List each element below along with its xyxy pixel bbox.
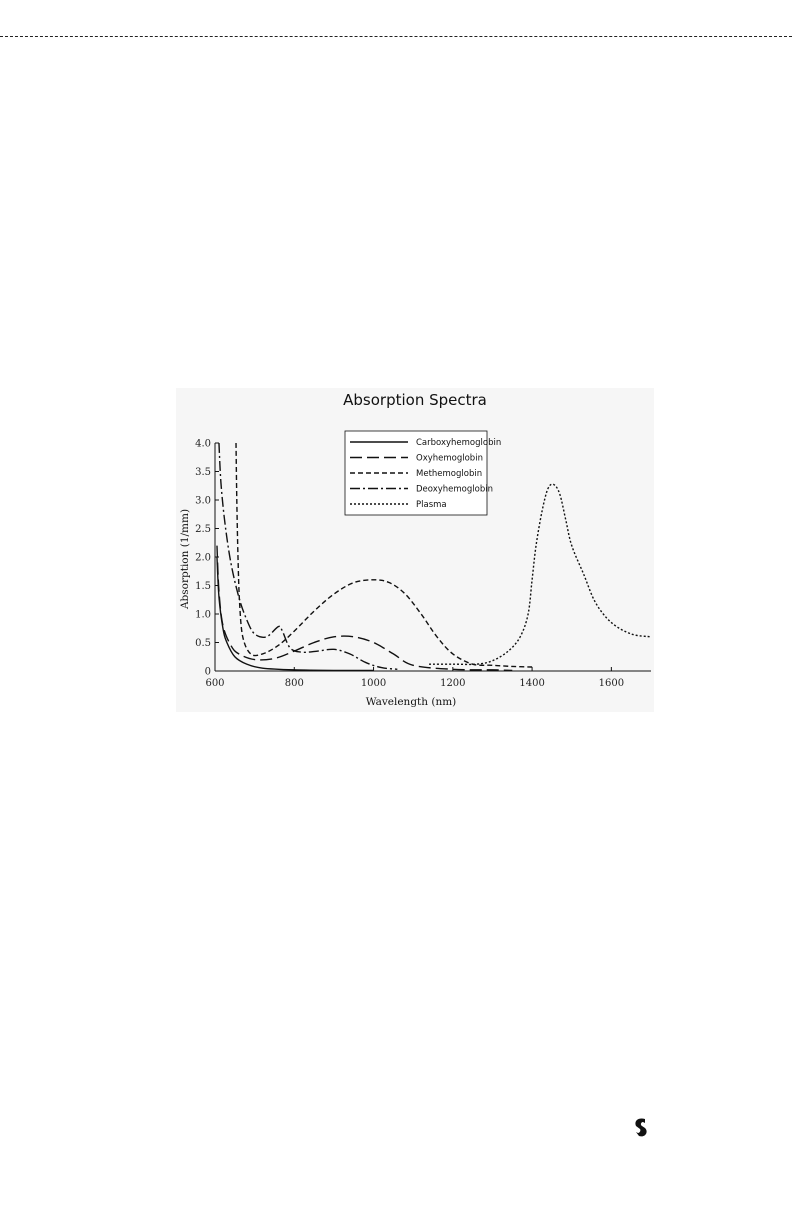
y-tick-label: 3.0 bbox=[195, 496, 211, 507]
legend-label-oxyhemoglobin: Oxyhemoglobin bbox=[416, 454, 483, 464]
x-tick-label: 600 bbox=[205, 678, 224, 689]
y-tick-label: 1.0 bbox=[195, 610, 211, 621]
y-tick-label: 0.5 bbox=[195, 638, 211, 649]
chart-svg: 600 800 1000 1200 1400 1600 0 0.5 1.0 1.5 2.0 2.5 3.… bbox=[179, 430, 652, 708]
legend-label-deoxyhemoglobin: Deoxyhemoglobin bbox=[416, 485, 493, 495]
x-tick-label: 1200 bbox=[440, 678, 465, 689]
chart-title: Absorption Spectra bbox=[343, 391, 487, 409]
brand-logo-icon bbox=[631, 1116, 651, 1138]
series-line-deoxyhemoglobin bbox=[218, 442, 398, 670]
y-tick-label: 3.5 bbox=[195, 467, 211, 478]
legend-label-plasma: Plasma bbox=[416, 500, 447, 510]
x-axis-title: Wavelength (nm) bbox=[366, 696, 457, 708]
x-tick-label: 1400 bbox=[519, 678, 544, 689]
y-axis-title: Absorption (1/mm) bbox=[179, 509, 191, 610]
y-tick-label: 0 bbox=[205, 667, 211, 678]
y-tick-label: 2.0 bbox=[195, 553, 211, 564]
chart-figure: 600 800 1000 1200 1400 1600 0 0.5 1.0 1.5 2.0 2.5 3.… bbox=[176, 388, 654, 712]
series-line-oxyhemoglobin bbox=[216, 545, 513, 671]
x-tick-label: 1000 bbox=[361, 678, 386, 689]
y-tick-label: 1.5 bbox=[195, 581, 211, 592]
legend-label-carboxyhemoglobin: Carboxyhemoglobin bbox=[416, 438, 501, 448]
y-tick-label: 2.5 bbox=[195, 524, 211, 535]
x-tick-label: 1600 bbox=[599, 678, 624, 689]
series-line-plasma bbox=[429, 483, 652, 666]
x-tick-label: 800 bbox=[285, 678, 304, 689]
y-tick-label: 4.0 bbox=[195, 439, 211, 450]
series-line-methemoglobin bbox=[235, 442, 533, 668]
legend-label-methemoglobin: Methemoglobin bbox=[416, 469, 482, 479]
top-rule bbox=[0, 36, 792, 37]
